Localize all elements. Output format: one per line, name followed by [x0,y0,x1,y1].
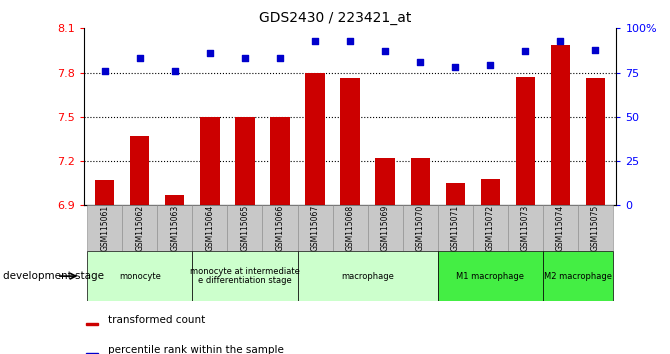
Text: GSM115063: GSM115063 [170,205,180,251]
Bar [227,205,263,251]
Bar [438,251,543,301]
Point [135,56,145,61]
Text: GDS2430 / 223421_at: GDS2430 / 223421_at [259,11,411,25]
Bar [263,205,297,251]
Bar [306,73,325,354]
Bar [480,179,500,354]
Bar [165,195,184,354]
Text: monocyte at intermediate
e differentiation stage: monocyte at intermediate e differentiati… [190,267,300,285]
Bar [192,205,227,251]
Point [415,59,425,65]
Bar [87,205,123,251]
Bar [543,251,613,301]
Bar [438,205,473,251]
Text: GSM115068: GSM115068 [346,205,354,251]
Text: percentile rank within the sample: percentile rank within the sample [108,345,283,354]
Text: M1 macrophage: M1 macrophage [456,272,524,281]
Text: GSM115064: GSM115064 [206,205,214,251]
Bar [340,79,360,354]
Text: GSM115072: GSM115072 [486,205,494,251]
Bar [508,205,543,251]
Bar [368,205,403,251]
Text: GSM115062: GSM115062 [135,205,144,251]
Bar [87,251,192,301]
Text: monocyte: monocyte [119,272,161,281]
Bar [123,205,157,251]
Text: GSM115065: GSM115065 [241,205,249,251]
Bar [543,205,578,251]
Point [344,38,355,44]
Text: GSM115066: GSM115066 [275,205,285,251]
Point [380,48,391,54]
Text: transformed count: transformed count [108,315,205,325]
Bar [403,205,438,251]
Point [204,50,215,56]
Bar [200,117,220,354]
Text: GSM115061: GSM115061 [100,205,109,251]
Bar [157,205,192,251]
Point [310,38,320,44]
Bar [551,45,570,354]
Bar [375,158,395,354]
Text: GSM115075: GSM115075 [591,205,600,251]
Point [99,68,110,74]
Bar [473,205,508,251]
Bar [446,183,465,354]
Bar [235,117,255,354]
Point [450,64,460,70]
Point [520,48,531,54]
Bar [586,79,605,354]
Text: GSM115067: GSM115067 [310,205,320,251]
Text: M2 macrophage: M2 macrophage [544,272,612,281]
Text: GSM115069: GSM115069 [381,205,390,251]
Bar [516,77,535,354]
Point [555,38,565,44]
Point [240,56,251,61]
Bar [95,180,115,354]
Bar [86,322,98,325]
Text: GSM115074: GSM115074 [556,205,565,251]
Point [590,47,601,52]
Bar [332,205,368,251]
Point [170,68,180,74]
Bar [578,205,613,251]
Point [485,63,496,68]
Bar [297,251,438,301]
Text: GSM115070: GSM115070 [415,205,425,251]
Text: GSM115071: GSM115071 [451,205,460,251]
Point [275,56,285,61]
Bar [297,205,332,251]
Text: development stage: development stage [3,271,105,281]
Bar [411,158,429,354]
Text: macrophage: macrophage [341,272,394,281]
Bar [86,353,98,354]
Bar [130,136,149,354]
Bar [271,117,289,354]
Text: GSM115073: GSM115073 [521,205,530,251]
Bar [192,251,297,301]
